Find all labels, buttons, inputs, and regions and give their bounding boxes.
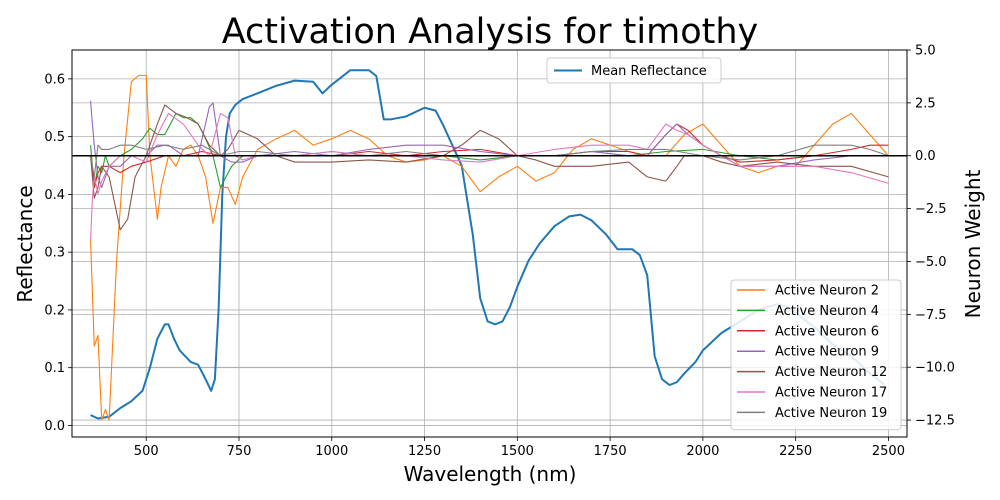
series-line-active-neuron-4	[90, 112, 889, 189]
axes: 500 750 1000 1250 1500 1750 2000 2250 2500 0.0 0.1…	[44, 44, 955, 460]
y-left-tick-label: 0.0	[44, 419, 65, 434]
y-left-tick-label: 0.2	[44, 303, 65, 318]
legend-label-active-neuron-17: Active Neuron 17	[775, 386, 887, 401]
x-tick-label: 1750	[594, 444, 627, 459]
x-tick-label: 2500	[872, 444, 905, 459]
x-tick-label: 750	[227, 444, 252, 459]
legend-box	[546, 57, 722, 84]
x-tick-label: 2000	[686, 444, 719, 459]
y-left-tick-label: 0.4	[44, 188, 65, 203]
legend-label-active-neuron-12: Active Neuron 12	[775, 365, 887, 380]
y-axis-left-label: Reflectance	[13, 185, 37, 302]
series-line-active-neuron-12	[90, 104, 889, 231]
plot-area	[72, 69, 907, 421]
legend-label-active-neuron-2: Active Neuron 2	[775, 284, 879, 299]
y-right-tick-label: 2.5	[915, 96, 936, 111]
legend-label-active-neuron-19: Active Neuron 19	[775, 406, 887, 421]
x-tick-label: 2250	[779, 444, 812, 459]
chart-title: Activation Analysis for timothy	[222, 12, 759, 52]
y-right-tick-label: −5.0	[915, 255, 947, 270]
series-line-active-neuron-2	[90, 74, 889, 421]
y-right-tick-label: −10.0	[915, 361, 955, 376]
x-tick-label: 500	[134, 444, 159, 459]
y-right-tick-label: 5.0	[915, 44, 936, 59]
series-line-active-neuron-9	[90, 100, 889, 189]
y-right-tick-label: −12.5	[915, 414, 955, 429]
y-axis-right-label: Neuron Weight	[961, 170, 985, 319]
plot-frame	[71, 49, 908, 438]
legend-label-active-neuron-6: Active Neuron 6	[775, 324, 879, 339]
x-tick-label: 1500	[501, 444, 534, 459]
y-right-tick-label: 0.0	[915, 149, 936, 164]
legend-label-mean-reflectance: Mean Reflectance	[591, 64, 707, 79]
y-left-tick-label: 0.6	[44, 72, 65, 87]
legend-reflectance: Mean Reflectance	[546, 57, 722, 84]
x-tick-label: 1000	[315, 444, 348, 459]
y-left-tick-label: 0.1	[44, 361, 65, 376]
y-right-tick-label: −2.5	[915, 202, 947, 217]
y-right-tick-label: −7.5	[915, 308, 947, 323]
series-line-mean-reflectance	[90, 69, 886, 420]
x-tick-label: 1250	[408, 444, 441, 459]
legend-box	[730, 279, 902, 431]
legend-label-active-neuron-4: Active Neuron 4	[775, 304, 879, 319]
y-left-tick-label: 0.3	[44, 246, 65, 261]
x-axis-label: Wavelength (nm)	[404, 462, 577, 486]
legend-neurons: Active Neuron 2 Active Neuron 4 Active Neu…	[730, 279, 902, 431]
y-left-tick-label: 0.5	[44, 130, 65, 145]
legend-label-active-neuron-9: Active Neuron 9	[775, 345, 879, 360]
series-line-active-neuron-17	[90, 112, 889, 241]
